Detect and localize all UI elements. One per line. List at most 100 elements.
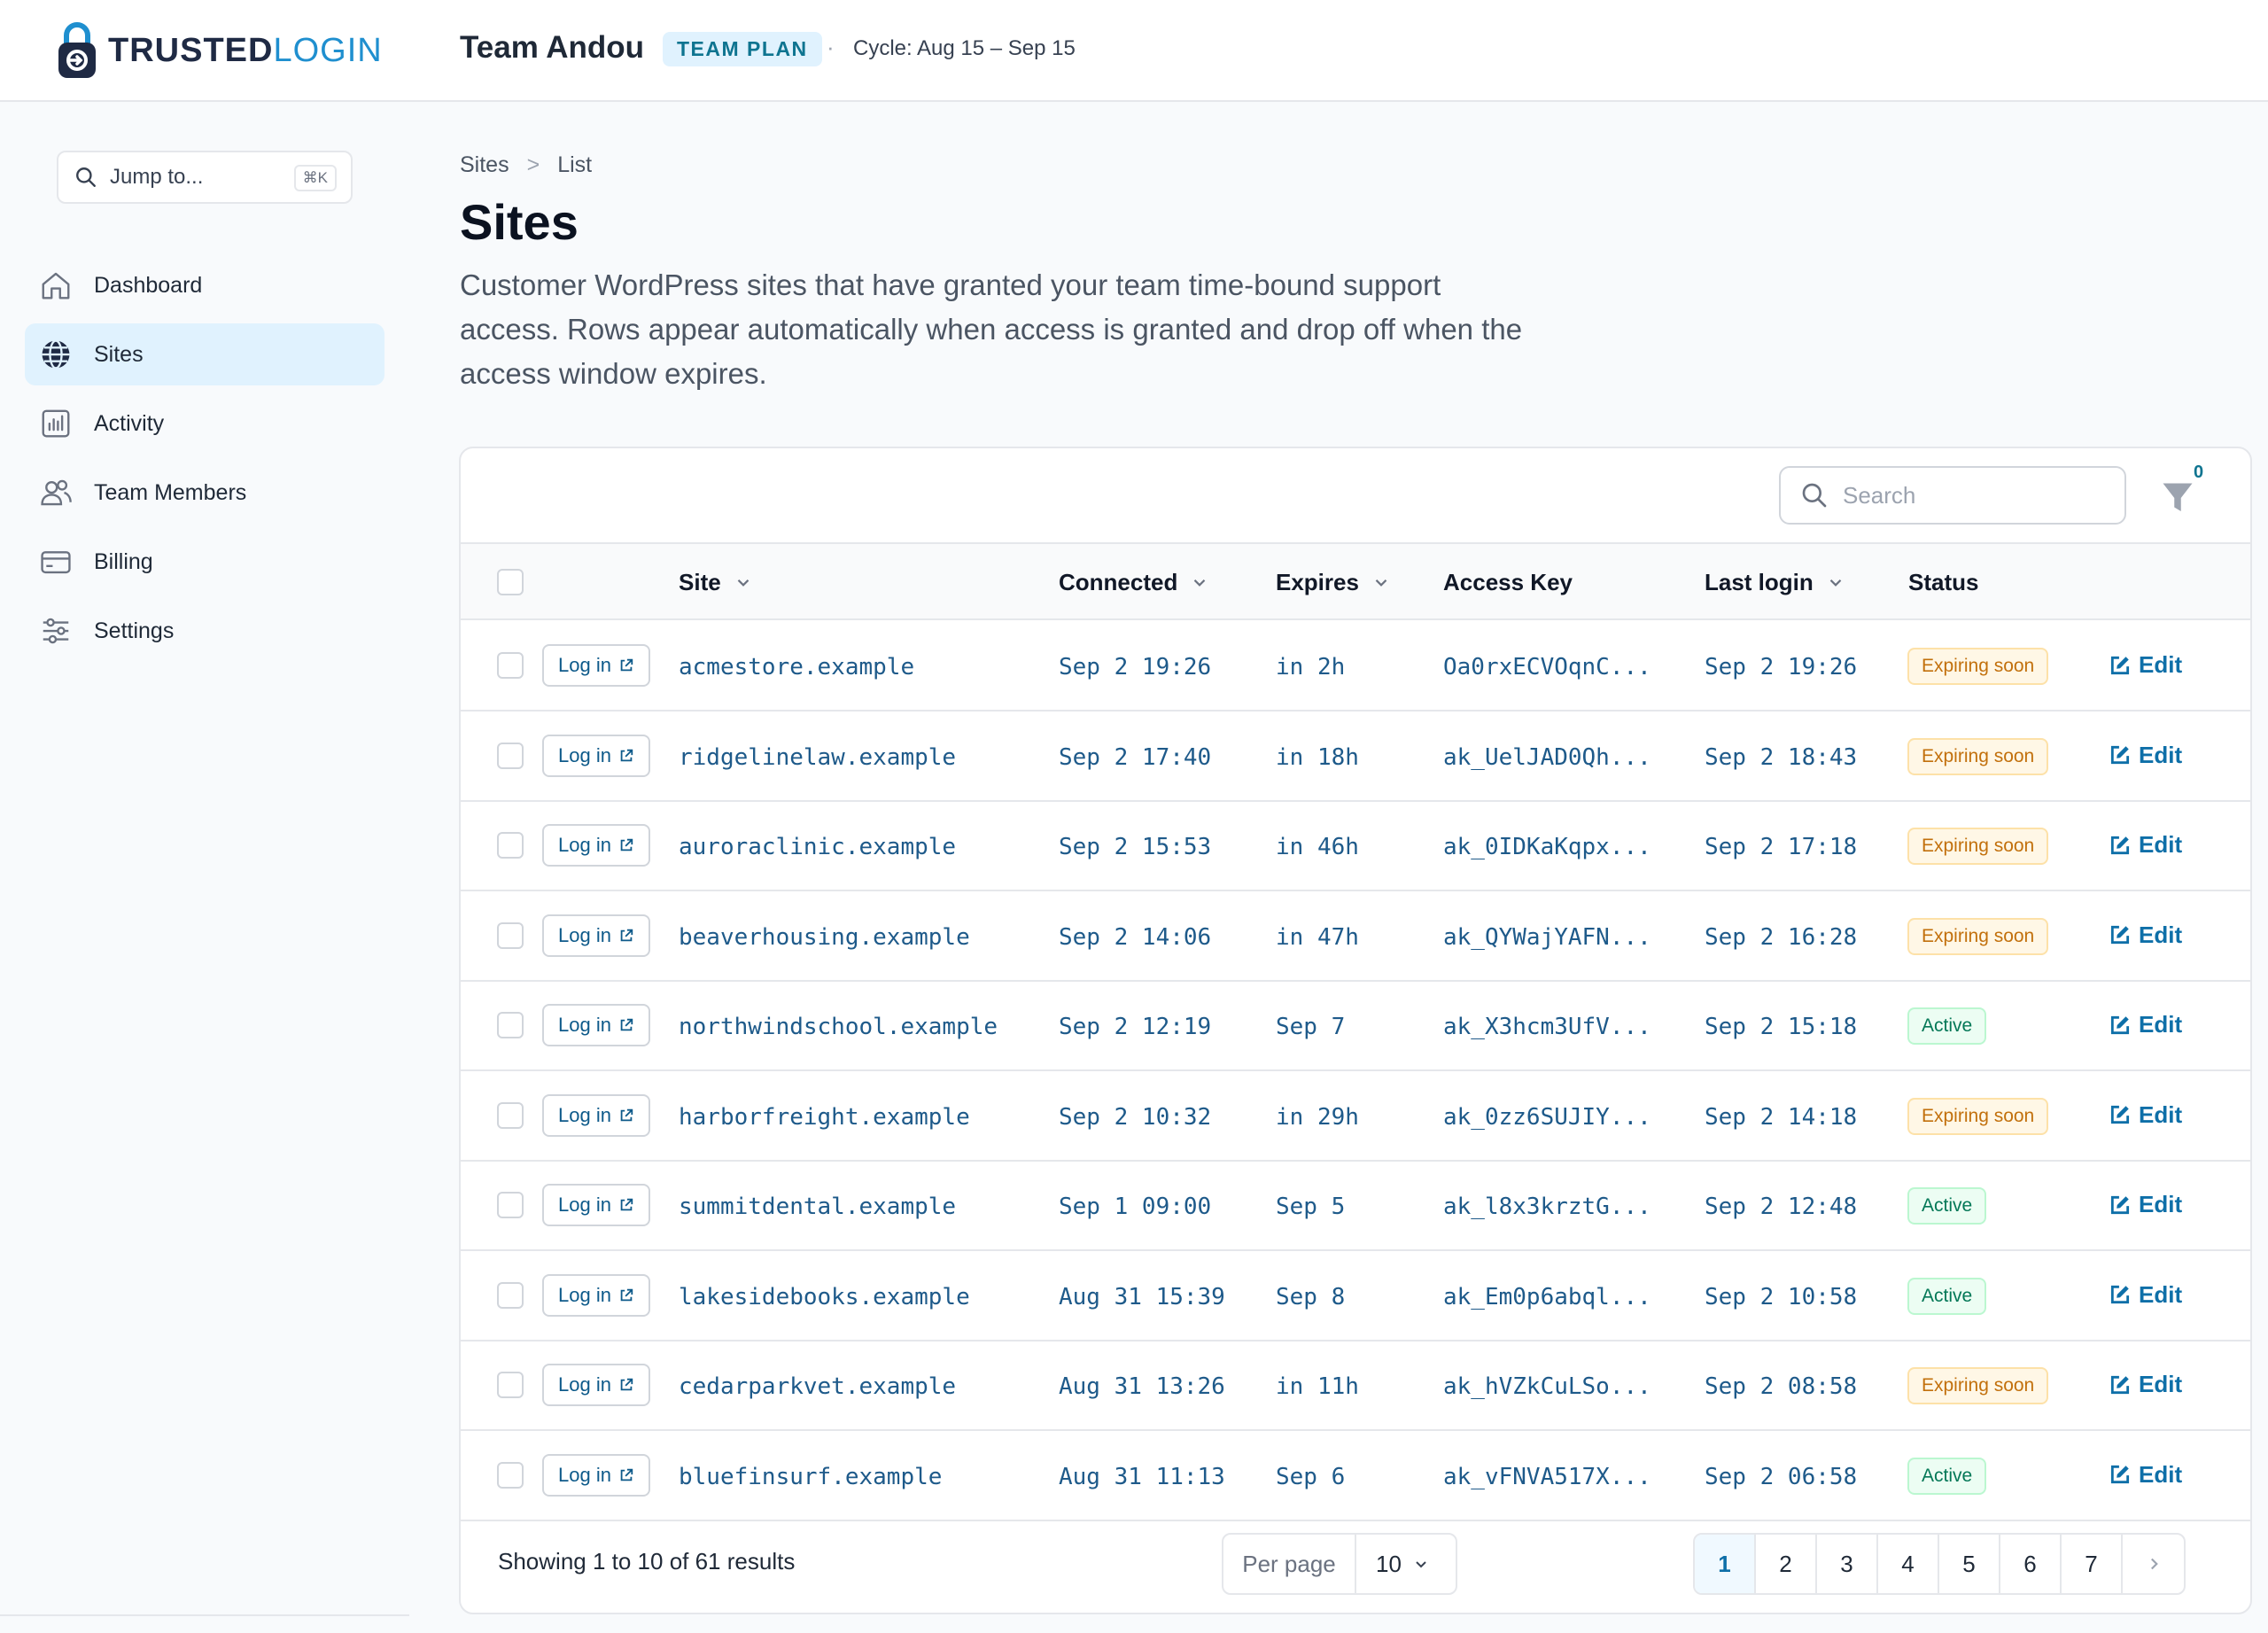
column-header-last-login[interactable]: Last login <box>1705 544 1845 620</box>
edit-button[interactable]: Edit <box>2109 742 2182 769</box>
status-badge: Expiring soon <box>1907 1097 2049 1135</box>
edit-button[interactable]: Edit <box>2109 1281 2182 1309</box>
per-page-select[interactable]: Per page 10 <box>1222 1533 1457 1595</box>
edit-button[interactable]: Edit <box>2109 1461 2182 1489</box>
page-button-2[interactable]: 2 <box>1756 1535 1817 1593</box>
page-button-5[interactable]: 5 <box>1939 1535 2000 1593</box>
row-checkbox[interactable] <box>497 1372 524 1398</box>
edit-button[interactable]: Edit <box>2109 1101 2182 1129</box>
edit-label: Edit <box>2139 651 2183 678</box>
sidebar-item-label: Activity <box>94 410 165 436</box>
access-key: ak_QYWajYAFN... <box>1443 923 1651 951</box>
log-in-button[interactable]: Log in <box>542 914 650 957</box>
column-header-connected[interactable]: Connected <box>1059 544 1209 620</box>
site-domain-link[interactable]: acmestore.example <box>679 654 915 680</box>
site-domain-link[interactable]: cedarparkvet.example <box>679 1373 957 1400</box>
log-in-button[interactable]: Log in <box>542 824 650 867</box>
site-domain-link[interactable]: ridgelinelaw.example <box>679 743 957 771</box>
filter-icon[interactable] <box>2162 480 2194 516</box>
sidebar-item-settings[interactable]: Settings <box>25 600 384 662</box>
row-checkbox[interactable] <box>497 1461 524 1489</box>
edit-label: Edit <box>2139 1011 2183 1038</box>
log-in-button[interactable]: Log in <box>542 1004 650 1046</box>
external-link-icon <box>620 658 633 672</box>
site-domain-link[interactable]: northwindschool.example <box>679 1014 998 1040</box>
expires-time: Sep 7 <box>1276 1014 1346 1040</box>
edit-label: Edit <box>2139 741 2183 768</box>
edit-icon <box>2110 836 2130 854</box>
edit-button[interactable]: Edit <box>2109 1371 2182 1398</box>
sidebar-item-label: Sites <box>94 341 144 367</box>
page-button-7[interactable]: 7 <box>2062 1535 2123 1593</box>
connected-time: Aug 31 13:26 <box>1059 1373 1225 1400</box>
breadcrumb-root[interactable]: Sites <box>460 152 509 177</box>
jump-to-search[interactable]: Jump to... ⌘K <box>57 151 353 204</box>
edit-button[interactable]: Edit <box>2109 831 2182 859</box>
sidebar-item-team-members[interactable]: Team Members <box>25 462 384 524</box>
access-key: ak_hVZkCuLSo... <box>1443 1373 1651 1400</box>
connected-time: Aug 31 11:13 <box>1059 1463 1225 1490</box>
page-button-3[interactable]: 3 <box>1817 1535 1878 1593</box>
log-in-button[interactable]: Log in <box>542 1184 650 1226</box>
log-in-button[interactable]: Log in <box>542 644 650 687</box>
external-link-icon <box>620 1288 633 1301</box>
external-link-icon <box>620 838 633 851</box>
row-checkbox[interactable] <box>497 1101 524 1129</box>
row-checkbox[interactable] <box>497 1281 524 1309</box>
edit-button[interactable]: Edit <box>2109 1011 2182 1038</box>
brand-name: TRUSTEDLOGIN <box>108 32 383 70</box>
log-in-label: Log in <box>558 923 611 946</box>
last-login-time: Sep 2 18:43 <box>1705 743 1858 771</box>
site-domain-link[interactable]: auroraclinic.example <box>679 834 957 860</box>
select-all-checkbox[interactable] <box>497 569 524 595</box>
search-input[interactable] <box>1843 481 2109 509</box>
column-header-expires[interactable]: Expires <box>1276 544 1391 620</box>
row-checkbox[interactable] <box>497 1012 524 1038</box>
row-checkbox[interactable] <box>497 921 524 949</box>
access-key: ak_l8x3krztG... <box>1443 1194 1651 1220</box>
table-search[interactable] <box>1779 466 2126 525</box>
log-in-button[interactable]: Log in <box>542 1364 650 1406</box>
column-header-label: Connected <box>1059 568 1178 595</box>
site-domain-link[interactable]: summitdental.example <box>679 1194 957 1220</box>
sidebar-item-dashboard[interactable]: Dashboard <box>25 254 384 316</box>
edit-icon <box>2110 1375 2130 1394</box>
log-in-button[interactable]: Log in <box>542 1453 650 1497</box>
log-in-button[interactable]: Log in <box>542 1093 650 1137</box>
log-in-button[interactable]: Log in <box>542 734 650 777</box>
row-checkbox[interactable] <box>497 652 524 679</box>
page-button-6[interactable]: 6 <box>2000 1535 2062 1593</box>
last-login-time: Sep 2 16:28 <box>1705 923 1858 951</box>
log-in-button[interactable]: Log in <box>542 1273 650 1317</box>
external-link-icon <box>620 1378 633 1391</box>
edit-button[interactable]: Edit <box>2109 651 2182 679</box>
sidebar-item-activity[interactable]: Activity <box>25 393 384 455</box>
edit-button[interactable]: Edit <box>2109 1191 2182 1218</box>
row-checkbox[interactable] <box>497 742 524 769</box>
sidebar-item-billing[interactable]: Billing <box>25 531 384 593</box>
brand-logo[interactable]: TRUSTEDLOGIN <box>57 19 383 82</box>
sidebar-item-sites[interactable]: Sites <box>25 323 384 385</box>
column-header-site[interactable]: Site <box>679 544 753 620</box>
site-domain-link[interactable]: beaverhousing.example <box>679 923 970 951</box>
row-checkbox[interactable] <box>497 832 524 859</box>
site-domain-link[interactable]: harborfreight.example <box>679 1103 970 1131</box>
row-checkbox[interactable] <box>497 1192 524 1218</box>
chevron-down-icon <box>1829 579 1842 587</box>
log-in-label: Log in <box>558 834 611 856</box>
chevron-down-icon <box>1416 1561 1426 1568</box>
site-domain-link[interactable]: lakesidebooks.example <box>679 1283 970 1310</box>
log-in-label: Log in <box>558 1373 611 1396</box>
breadcrumb-current: List <box>557 152 593 177</box>
table-row: Log in acmestore.example Sep 2 19:26 in 2h O… <box>461 622 2250 712</box>
external-link-icon <box>620 1108 633 1121</box>
connected-time: Sep 2 14:06 <box>1059 923 1212 951</box>
site-domain-link[interactable]: bluefinsurf.example <box>679 1463 943 1490</box>
page-button-1[interactable]: 1 <box>1695 1535 1756 1593</box>
last-login-time: Sep 2 08:58 <box>1705 1373 1858 1400</box>
page-button-4[interactable]: 4 <box>1878 1535 1939 1593</box>
next-page-button[interactable] <box>2123 1535 2184 1593</box>
last-login-time: Sep 2 19:26 <box>1705 654 1858 680</box>
edit-button[interactable]: Edit <box>2109 921 2182 949</box>
log-in-label: Log in <box>558 1283 611 1306</box>
